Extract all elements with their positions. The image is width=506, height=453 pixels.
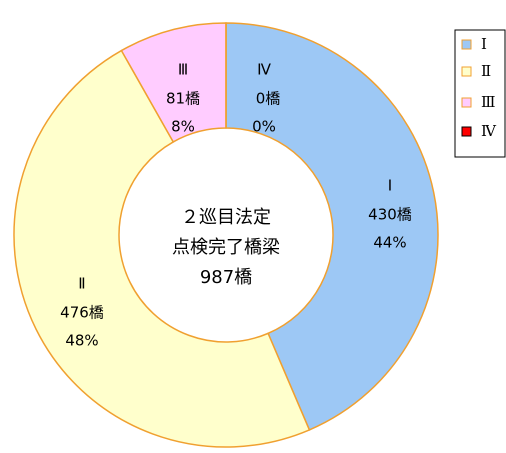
legend-label: Ⅳ — [481, 122, 497, 140]
legend-swatch — [461, 66, 472, 77]
center-label: 987橋 — [200, 267, 252, 288]
donut-segment — [225, 22, 439, 431]
legend-swatch — [461, 126, 472, 137]
percent-label: 0% — [252, 118, 276, 136]
value-label: 81橋 — [166, 90, 200, 108]
percent-label: 44% — [373, 234, 406, 252]
legend-label: Ⅲ — [481, 93, 495, 111]
slice-label: Ⅱ — [78, 275, 85, 293]
legend-swatch — [461, 39, 472, 50]
value-label: 0橋 — [256, 90, 281, 108]
legend-label: Ⅰ — [481, 35, 487, 53]
center-label: ２巡目法定 — [181, 207, 271, 228]
slice-label: Ⅰ — [388, 177, 392, 195]
slice-label: Ⅲ — [178, 61, 188, 79]
value-label: 430橋 — [368, 206, 412, 224]
percent-label: 48% — [65, 332, 98, 350]
donut-segment — [13, 49, 311, 448]
slice-label: Ⅳ — [257, 61, 271, 79]
legend-label: Ⅱ — [481, 62, 491, 80]
value-label: 476橋 — [60, 304, 104, 322]
percent-label: 8% — [171, 118, 195, 136]
center-label: 点検完了橋梁 — [172, 237, 280, 258]
legend-swatch — [461, 97, 472, 108]
